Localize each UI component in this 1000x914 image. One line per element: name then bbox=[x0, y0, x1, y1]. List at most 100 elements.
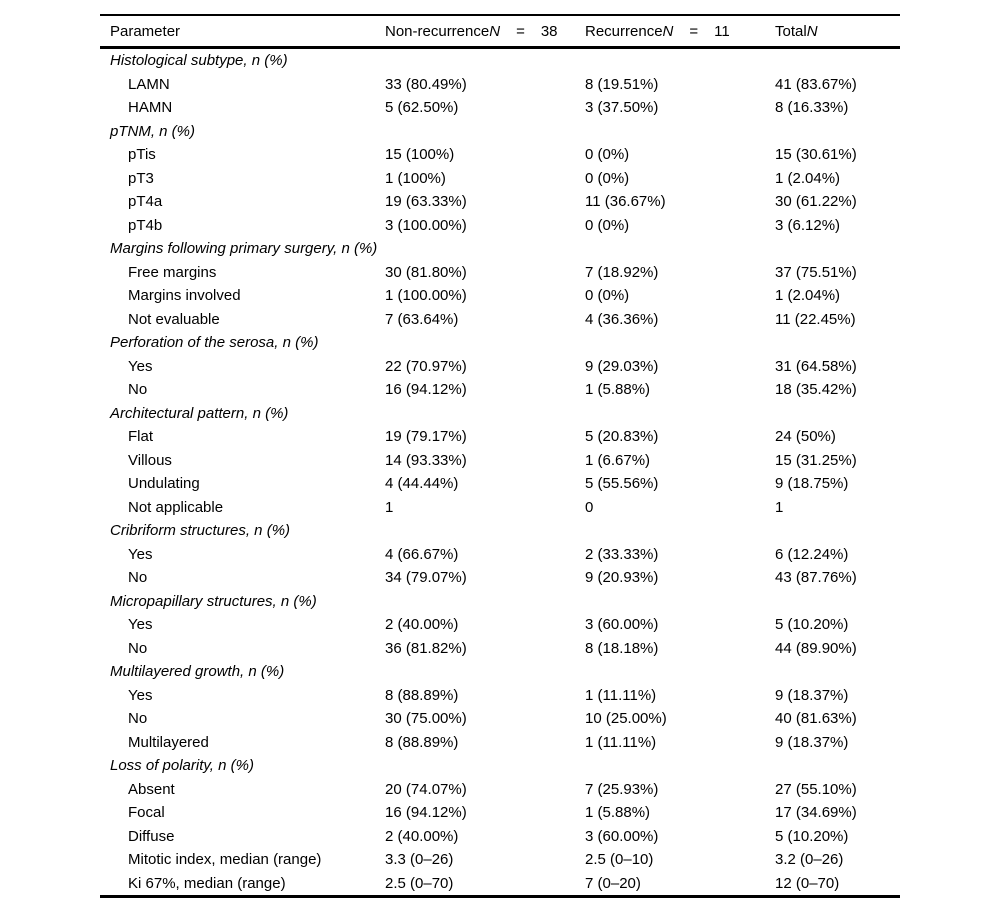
cell-recurrence: 1 (11.11%) bbox=[585, 733, 657, 751]
cell-recurrence: 11 (36.67%) bbox=[585, 193, 666, 210]
row-label: Yes bbox=[128, 616, 153, 633]
row-label: pT3 bbox=[128, 169, 154, 187]
cell-total: 15 (30.61%) bbox=[775, 146, 857, 163]
cell-non-recurrence: 22 (70.97%) bbox=[385, 357, 467, 375]
table-row: Ki 67%, median (range) 2.5 (0–70) 7 (0–20)… bbox=[100, 872, 900, 896]
table-row: No 36 (81.82%) 8 (18.18%) 44 (89.90%) bbox=[100, 637, 900, 661]
row-label: LAMN bbox=[128, 75, 170, 93]
cell-total: 41 (83.67%) bbox=[775, 75, 857, 93]
cell-total: 12 (0–70) bbox=[775, 874, 840, 892]
cell-non-recurrence: 2 (40.00%) bbox=[385, 616, 459, 633]
row-label: Not applicable bbox=[128, 498, 224, 516]
cell-total: 5 (10.20%) bbox=[775, 827, 849, 845]
row-label: Ki 67%, median (range) bbox=[128, 874, 286, 892]
table-row: Free margins 30 (81.80%) 7 (18.92%) 37 (75.… bbox=[100, 261, 900, 285]
section-title-row: Loss of polarity, n (%) bbox=[100, 754, 900, 778]
cell-non-recurrence: 16 (94.12%) bbox=[385, 804, 467, 821]
cell-total: 9 (18.37%) bbox=[775, 686, 849, 704]
cell-total: 1 (2.04%) bbox=[775, 287, 841, 304]
cell-non-recurrence: 4 (44.44%) bbox=[385, 475, 459, 492]
cell-total: 9 (18.75%) bbox=[775, 475, 849, 492]
cell-total: 31 (64.58%) bbox=[775, 357, 857, 375]
cell-total: 24 (50%) bbox=[775, 428, 836, 445]
section-title-row: Margins following primary surgery, n (%) bbox=[100, 237, 900, 261]
cell-total: 3.2 (0–26) bbox=[775, 851, 844, 868]
cell-recurrence: 5 (20.83%) bbox=[585, 428, 659, 445]
row-label: Flat bbox=[128, 428, 154, 445]
section-title: Loss of polarity, n (%) bbox=[110, 757, 254, 774]
cell-total: 17 (34.69%) bbox=[775, 804, 857, 821]
equals-sign: = bbox=[689, 22, 699, 40]
section-title-row: Cribriform structures, n (%) bbox=[100, 519, 900, 543]
row-label: pT4b bbox=[128, 216, 163, 234]
cell-total: 6 (12.24%) bbox=[775, 545, 849, 563]
cell-total: 27 (55.10%) bbox=[775, 780, 857, 798]
cell-total: 8 (16.33%) bbox=[775, 99, 849, 116]
column-header-total: TotalN bbox=[775, 23, 900, 40]
section-title-row: Architectural pattern, n (%) bbox=[100, 402, 900, 426]
section-title: Margins following primary surgery, n (%) bbox=[110, 240, 378, 257]
results-table: Parameter Non-recurrenceN = 38 RecurrenceN… bbox=[100, 14, 900, 898]
cell-non-recurrence: 30 (75.00%) bbox=[385, 710, 467, 727]
group-name: Recurrence bbox=[585, 22, 663, 40]
table-row: No 34 (79.07%) 9 (20.93%) 43 (87.76%) bbox=[100, 566, 900, 590]
section-title: Architectural pattern, n (%) bbox=[110, 404, 289, 422]
cell-recurrence: 0 bbox=[585, 498, 594, 516]
section-title: Histological subtype, n (%) bbox=[110, 52, 288, 69]
table-row: No 30 (75.00%) 10 (25.00%) 40 (81.63%) bbox=[100, 707, 900, 731]
cell-recurrence: 0 (0%) bbox=[585, 287, 630, 304]
cell-non-recurrence: 30 (81.80%) bbox=[385, 263, 467, 281]
row-label: Absent bbox=[128, 780, 175, 798]
table-row: Multilayered 8 (88.89%) 1 (11.11%) 9 (18.37… bbox=[100, 731, 900, 755]
cell-recurrence: 3 (60.00%) bbox=[585, 827, 659, 845]
table-row: Margins involved 1 (100.00%) 0 (0%) 1 (2.04… bbox=[100, 284, 900, 308]
cell-recurrence: 0 (0%) bbox=[585, 169, 630, 187]
group-count: 11 bbox=[714, 22, 730, 40]
row-label: Multilayered bbox=[128, 733, 209, 751]
cell-total: 11 (22.45%) bbox=[775, 310, 856, 328]
table-header-row: Parameter Non-recurrenceN = 38 RecurrenceN… bbox=[100, 16, 900, 49]
table-row: Undulating 4 (44.44%) 5 (55.56%) 9 (18.75%) bbox=[100, 472, 900, 496]
row-label: Diffuse bbox=[128, 827, 175, 845]
cell-recurrence: 1 (5.88%) bbox=[585, 804, 651, 821]
cell-total: 15 (31.25%) bbox=[775, 451, 857, 469]
cell-total: 1 (2.04%) bbox=[775, 169, 841, 187]
row-label: Focal bbox=[128, 804, 165, 821]
column-header-recurrence: RecurrenceN = 11 bbox=[585, 23, 775, 40]
section-title-row: pTNM, n (%) bbox=[100, 120, 900, 144]
table-body: Histological subtype, n (%) LAMN 33 (80.49… bbox=[100, 49, 900, 895]
section-title-row: Histological subtype, n (%) bbox=[100, 49, 900, 73]
cell-recurrence: 1 (11.11%) bbox=[585, 686, 657, 704]
cell-total: 43 (87.76%) bbox=[775, 569, 857, 586]
row-label: Mitotic index, median (range) bbox=[128, 851, 322, 868]
cell-total: 3 (6.12%) bbox=[775, 216, 841, 234]
cell-non-recurrence: 1 bbox=[385, 498, 394, 516]
row-label: No bbox=[128, 569, 148, 586]
column-header-non-recurrence: Non-recurrenceN = 38 bbox=[385, 23, 585, 40]
section-title: Multilayered growth, n (%) bbox=[110, 663, 285, 680]
section-title-row: Micropapillary structures, n (%) bbox=[100, 590, 900, 614]
cell-recurrence: 3 (37.50%) bbox=[585, 99, 659, 116]
section-title-row: Multilayered growth, n (%) bbox=[100, 660, 900, 684]
table-row: pT4a 19 (63.33%) 11 (36.67%) 30 (61.22%) bbox=[100, 190, 900, 214]
cell-recurrence: 3 (60.00%) bbox=[585, 616, 659, 633]
cell-non-recurrence: 8 (88.89%) bbox=[385, 733, 459, 751]
table-row: pT4b 3 (100.00%) 0 (0%) 3 (6.12%) bbox=[100, 214, 900, 238]
table-row: Yes 22 (70.97%) 9 (29.03%) 31 (64.58%) bbox=[100, 355, 900, 379]
group-name: Non-recurrence bbox=[385, 22, 490, 40]
cell-non-recurrence: 4 (66.67%) bbox=[385, 545, 459, 563]
equals-sign: = bbox=[516, 22, 525, 40]
cell-non-recurrence: 15 (100%) bbox=[385, 146, 455, 163]
n-symbol: N bbox=[662, 22, 674, 40]
row-label: HAMN bbox=[128, 99, 173, 116]
cell-recurrence: 4 (36.36%) bbox=[585, 310, 659, 328]
table-row: No 16 (94.12%) 1 (5.88%) 18 (35.42%) bbox=[100, 378, 900, 402]
cell-total: 9 (18.37%) bbox=[775, 733, 849, 751]
column-header-parameter: Parameter bbox=[110, 22, 181, 40]
n-symbol: N bbox=[806, 22, 818, 40]
cell-non-recurrence: 19 (63.33%) bbox=[385, 193, 467, 210]
n-symbol: N bbox=[489, 22, 501, 40]
section-title: Perforation of the serosa, n (%) bbox=[110, 334, 319, 351]
cell-non-recurrence: 36 (81.82%) bbox=[385, 639, 467, 657]
